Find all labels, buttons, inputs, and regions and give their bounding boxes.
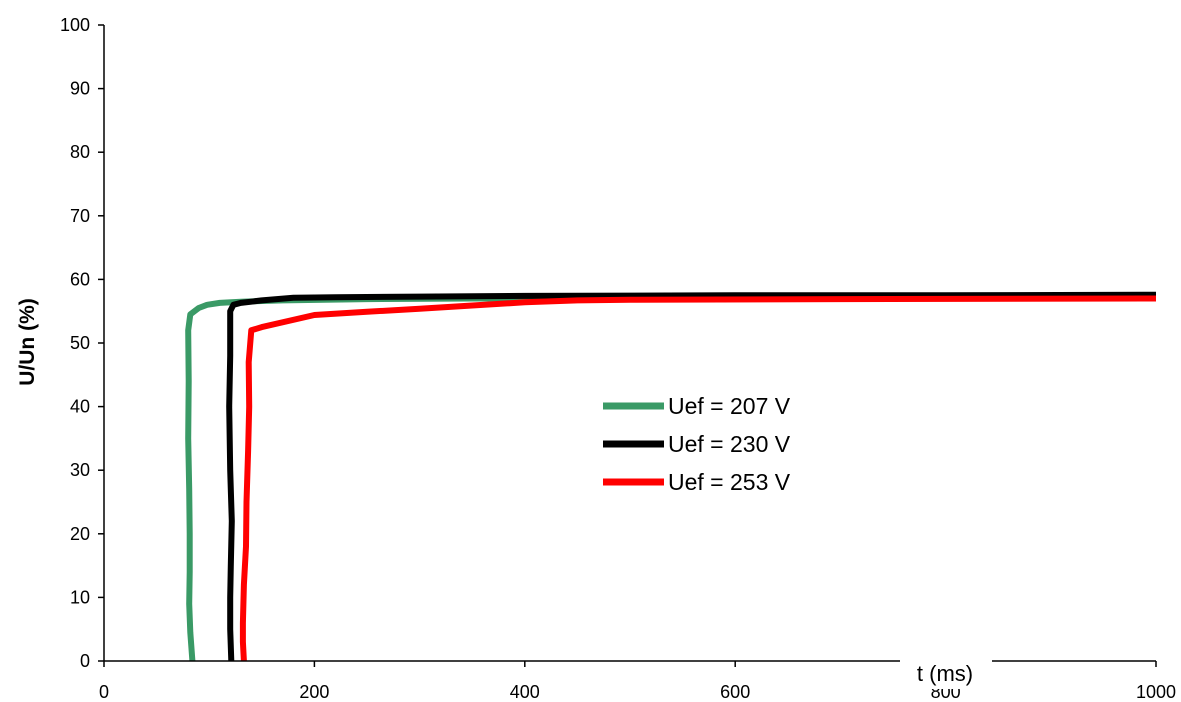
y-tick-label: 30 [70,460,90,480]
y-tick-label: 60 [70,269,90,289]
y-tick-label: 20 [70,524,90,544]
x-axis-ticks: 0 200 400 600 800 1000 [99,661,1176,702]
y-axis-ticks: 0 10 20 30 40 50 60 70 80 90 100 [60,15,104,671]
x-tick-label: 200 [299,682,329,702]
x-tick-label: 400 [510,682,540,702]
y-tick-label: 50 [70,333,90,353]
x-axis-title: t (ms) [917,661,973,686]
legend-label-2: Uef = 230 V [668,431,791,457]
y-tick-label: 40 [70,397,90,417]
y-tick-label: 0 [80,651,90,671]
legend: Uef = 207 V Uef = 230 V Uef = 253 V [603,393,791,495]
y-tick-label: 80 [70,142,90,162]
series-line-3 [239,295,1157,662]
x-tick-label: 1000 [1136,682,1176,702]
legend-label-3: Uef = 253 V [668,469,791,495]
legend-label-1: Uef = 207 V [668,393,791,419]
y-tick-label: 100 [60,15,90,35]
series-layer [185,291,1157,662]
series-line-2 [226,291,1157,662]
axes [103,25,1156,662]
y-tick-label: 70 [70,206,90,226]
x-tick-label: 0 [99,682,109,702]
y-axis-title: U/Un (%) [16,298,39,386]
x-axis-title-background [900,655,992,689]
y-tick-label: 10 [70,587,90,607]
y-tick-label: 90 [70,79,90,99]
x-tick-label: 600 [720,682,750,702]
